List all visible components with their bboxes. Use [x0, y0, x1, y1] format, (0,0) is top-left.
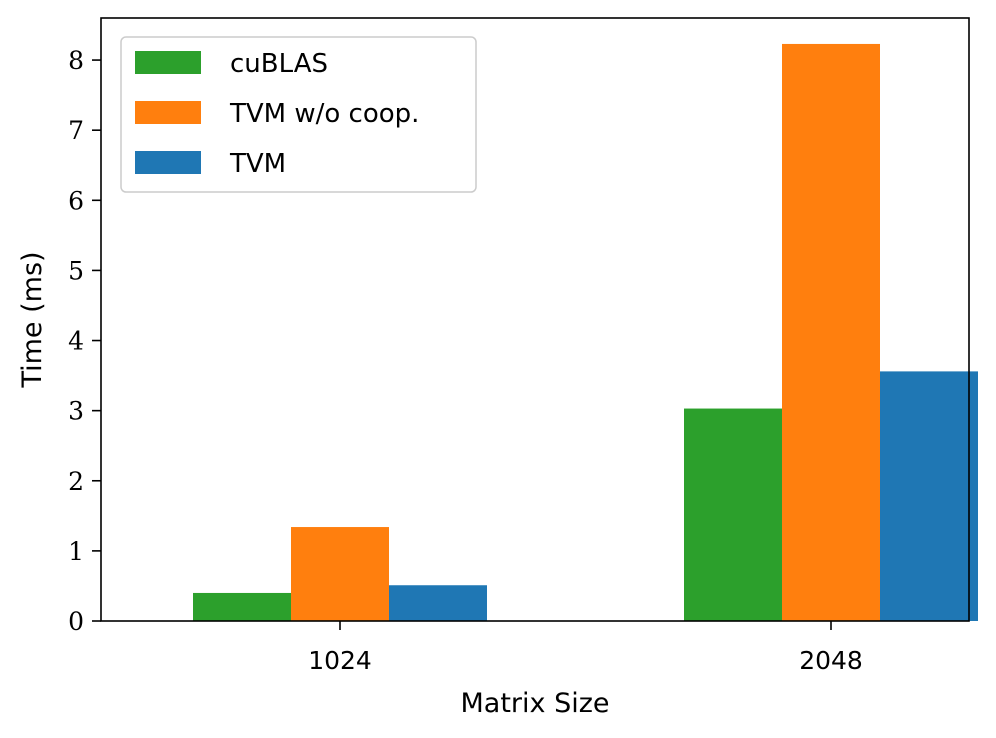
bar-tvm-w-o-coop-1024 — [291, 527, 389, 621]
bar-cublas-2048 — [684, 408, 782, 621]
bar-tvm-2048 — [880, 371, 978, 621]
legend-swatch-tvm-w-o-coop — [135, 101, 201, 124]
x-tick-label-2048: 2048 — [799, 646, 863, 675]
axes-layer: 0 1 2 3 4 5 6 7 8 1024 2048 — [68, 17, 970, 675]
legend-box — [120, 36, 477, 193]
bar-tvm-w-o-coop-2048 — [782, 43, 880, 622]
y-tick-label-1: 1 — [68, 537, 84, 566]
x-axis-title: Matrix Size — [460, 688, 609, 719]
legend-label-cublas: cuBLAS — [230, 49, 328, 79]
y-axis-title: Time (ms) — [17, 251, 48, 388]
x-tick-label-1024: 1024 — [308, 646, 372, 675]
y-tick-label-4: 4 — [68, 327, 84, 356]
y-tick-label-5: 5 — [68, 256, 84, 285]
legend-label-tvm-w-o-coop: TVM w/o coop. — [229, 99, 419, 129]
legend-swatch-tvm — [135, 151, 201, 174]
y-tick-label-0: 0 — [68, 607, 84, 636]
legend: cuBLAS TVM w/o coop. TVM — [120, 36, 477, 193]
plot-frame — [100, 17, 970, 622]
legend-label-tvm: TVM — [229, 149, 286, 179]
y-tick-label-8: 8 — [68, 46, 84, 75]
y-tick-label-3: 3 — [68, 397, 84, 426]
bar-tvm-1024 — [389, 585, 487, 621]
bar-cublas-1024 — [193, 592, 291, 621]
y-tick-label-7: 7 — [68, 116, 84, 145]
bars-layer — [193, 43, 978, 622]
y-tick-label-6: 6 — [68, 186, 84, 215]
legend-swatch-cublas — [135, 51, 201, 74]
y-tick-label-2: 2 — [68, 467, 84, 496]
